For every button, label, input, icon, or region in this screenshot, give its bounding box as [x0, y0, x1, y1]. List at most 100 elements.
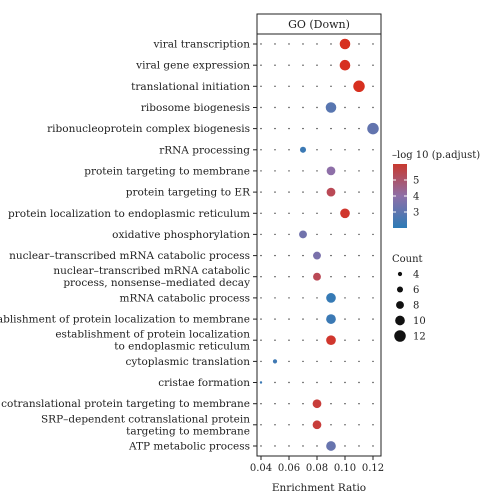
grid-dot	[372, 445, 374, 447]
grid-dot	[274, 445, 276, 447]
term-label: establishment of protein localization	[55, 329, 250, 341]
data-point	[340, 208, 350, 219]
grid-dot	[372, 276, 374, 278]
grid-dot	[302, 445, 304, 447]
color-legend-label: 3	[413, 208, 419, 219]
grid-dot	[372, 64, 374, 66]
grid-dot	[358, 106, 360, 109]
grid-dot	[316, 106, 318, 109]
grid-dot	[344, 318, 346, 320]
data-point	[326, 335, 336, 346]
grid-dot	[288, 339, 290, 341]
grid-dot	[372, 318, 374, 320]
grid-dot	[344, 360, 346, 363]
grid-dot	[372, 149, 374, 151]
grid-dot	[372, 191, 374, 193]
grid-dot	[330, 149, 332, 151]
color-legend-label: 4	[413, 192, 419, 203]
size-legend-label: 10	[413, 316, 426, 327]
data-point	[353, 80, 365, 93]
grid-dot	[288, 170, 290, 172]
grid-dot	[316, 318, 318, 320]
grid-dot	[260, 64, 262, 66]
grid-dot	[302, 424, 304, 426]
grid-dot	[358, 424, 360, 426]
grid-dot	[372, 233, 374, 236]
term-label: cotranslational protein targeting to mem…	[1, 398, 250, 410]
grid-dot	[316, 445, 318, 447]
grid-dot	[344, 445, 346, 447]
grid-dot	[316, 43, 318, 45]
grid-dot	[372, 212, 374, 214]
grid-dot	[344, 276, 346, 278]
size-legend-title: Count	[392, 254, 423, 265]
data-point	[326, 314, 336, 324]
x-axis-ticks: 0.04 0.06 0.08 0.10 0.12	[250, 456, 384, 474]
grid-dot	[344, 191, 346, 193]
term-label: cristae formation	[158, 377, 250, 389]
term-label: ribonucleoprotein complex biogenesis	[47, 123, 250, 135]
data-points	[259, 38, 379, 451]
grid-dot	[372, 254, 374, 257]
grid-dot	[302, 381, 304, 384]
term-label: nuclear–transcribed mRNA catabolic	[53, 265, 250, 277]
grid-dot	[344, 106, 346, 109]
grid-dot	[274, 170, 276, 172]
grid-dot	[330, 276, 332, 278]
grid-dot	[372, 43, 374, 45]
data-point	[313, 251, 321, 260]
term-label: nuclear–transcribed mRNA catabolic proce…	[9, 250, 250, 262]
data-point	[326, 441, 336, 451]
grid-dot	[372, 297, 374, 299]
color-legend-ticks: 5 4 3	[393, 176, 419, 219]
grid-dot	[330, 212, 332, 214]
grid-dot	[330, 85, 332, 88]
grid-dot	[344, 424, 346, 426]
grid-dot	[344, 403, 346, 405]
data-point	[299, 146, 307, 153]
grid-dot	[302, 127, 304, 130]
size-legend-label: 8	[413, 301, 419, 312]
data-point	[326, 166, 336, 176]
grid-dot	[344, 85, 346, 88]
grid-dot	[302, 297, 304, 299]
grid-dot	[288, 191, 290, 193]
term-label: cytoplasmic translation	[125, 356, 250, 368]
grid-dot	[344, 254, 346, 257]
grid-dot	[372, 424, 374, 426]
grid-dot	[316, 297, 318, 299]
grid-dot	[330, 424, 332, 426]
grid-dot	[302, 212, 304, 214]
grid-dot	[260, 318, 262, 320]
data-point	[325, 102, 337, 113]
data-point	[259, 381, 263, 384]
grid-dot	[260, 360, 262, 363]
grid-dot	[302, 276, 304, 278]
grid-dot	[316, 212, 318, 214]
grid-dot	[358, 360, 360, 363]
grid-dot	[274, 254, 276, 257]
grid-dot	[358, 381, 360, 384]
data-point	[312, 399, 322, 409]
grid-dot	[274, 339, 276, 341]
term-label: protein targeting to membrane	[84, 165, 250, 177]
data-point	[313, 272, 321, 281]
grid-dot	[330, 43, 332, 45]
facet-title: GO (Down)	[288, 18, 350, 31]
grid-dot	[274, 43, 276, 45]
grid-dot	[344, 149, 346, 151]
grid-dot	[260, 424, 262, 426]
grid-dot	[316, 339, 318, 341]
grid-dot	[358, 254, 360, 257]
grid-dot	[274, 64, 276, 66]
grid-dot	[372, 360, 374, 363]
data-point	[272, 359, 278, 364]
grid-dot	[372, 403, 374, 405]
grid-dot	[330, 360, 332, 363]
grid-dot	[358, 127, 360, 130]
grid-dot	[288, 445, 290, 447]
data-point	[312, 420, 322, 430]
x-tick-label: 0.06	[278, 463, 300, 474]
term-label: ATP metabolic process	[128, 441, 250, 453]
grid-dot	[274, 318, 276, 320]
